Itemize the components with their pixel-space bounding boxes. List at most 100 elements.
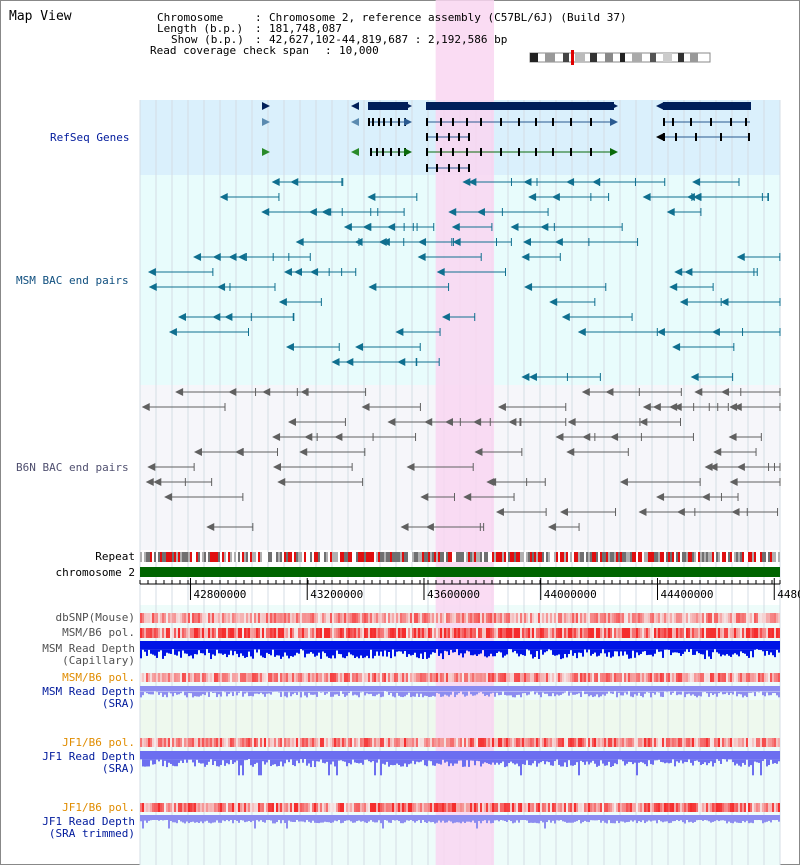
dbsnp-heat: [342, 613, 344, 623]
msm-b6-pol-heat: [766, 628, 768, 638]
msm-b6-pol-heat: [140, 628, 142, 638]
msm-b6-pol-sra-heat: [478, 673, 480, 682]
dbsnp-heat: [364, 613, 366, 623]
msm-b6-pol-sra-heat: [290, 673, 292, 682]
read-depth-bar: [416, 691, 418, 694]
read-depth-bar: [548, 819, 550, 821]
jf1-b6-pol-trimmed-heat: [298, 803, 300, 812]
read-depth-bar: [334, 691, 336, 695]
read-depth-bar: [578, 759, 580, 776]
repeat-segment: [224, 552, 226, 562]
msm-b6-pol-sra-heat: [602, 673, 604, 682]
msm-b6-pol-heat: [316, 628, 318, 638]
track-label-refseq-genes[interactable]: RefSeq Genes: [50, 131, 130, 144]
read-depth-bar: [684, 819, 686, 824]
msm-b6-pol-sra-heat: [580, 673, 582, 682]
msm-b6-pol-heat: [150, 628, 152, 638]
jf1-b6-pol-trimmed-heat: [778, 803, 780, 812]
repeat-segment: [482, 552, 484, 562]
msm-b6-pol-heat: [690, 628, 692, 638]
msm-b6-pol-sra-heat: [536, 673, 538, 682]
jf1-b6-pol-heat: [478, 738, 480, 747]
read-depth-bar: [484, 649, 486, 657]
read-depth-bar: [430, 819, 432, 823]
dbsnp-heat: [320, 613, 322, 623]
msm-b6-pol-sra-heat: [214, 673, 216, 682]
msm-b6-pol-sra-heat: [724, 673, 726, 682]
jf1-b6-pol-heat: [218, 738, 220, 747]
jf1-b6-pol-trimmed-heat: [392, 803, 394, 812]
read-depth-bar: [618, 649, 620, 657]
read-depth-bar: [622, 649, 624, 656]
ruler-tick-label: 44800000: [777, 588, 800, 601]
dbsnp-heat: [366, 613, 368, 623]
read-depth-bar: [322, 819, 324, 823]
msm-b6-pol-heat: [386, 628, 388, 638]
jf1-b6-pol-heat: [146, 738, 148, 747]
repeat-segment: [356, 552, 358, 562]
msm-b6-pol-sra-heat: [686, 673, 688, 682]
repeat-segment: [442, 552, 444, 562]
msm-b6-pol-heat: [292, 628, 294, 638]
msm-b6-pol-heat: [368, 628, 370, 638]
jf1-b6-pol-heat: [698, 738, 700, 747]
msm-b6-pol-sra-heat: [528, 673, 530, 682]
read-depth-bar: [762, 819, 764, 824]
read-depth-bar: [562, 691, 564, 694]
msm-b6-pol-sra-heat: [142, 673, 144, 682]
msm-b6-pol-heat: [456, 628, 458, 638]
jf1-b6-pol-heat: [594, 738, 596, 747]
gene-arrow: [610, 118, 618, 126]
jf1-b6-pol-trimmed-heat: [236, 803, 238, 812]
track-label-msm-bac[interactable]: MSM BAC end pairs: [16, 274, 129, 287]
dbsnp-heat: [430, 613, 432, 623]
dbsnp-heat: [656, 613, 658, 623]
msm-b6-pol-heat: [398, 628, 400, 638]
track-label-b6n-bac[interactable]: B6N BAC end pairs: [16, 461, 129, 474]
msm-b6-pol-sra-heat: [524, 673, 526, 682]
jf1-b6-pol-heat: [692, 738, 694, 747]
msm-b6-pol-sra-heat: [192, 673, 194, 682]
jf1-b6-pol-trimmed-heat: [186, 803, 188, 812]
read-depth-bar: [288, 759, 290, 763]
jf1-b6-pol-trimmed-heat: [338, 803, 340, 812]
dbsnp-heat: [352, 613, 354, 623]
read-depth-bar: [156, 691, 158, 693]
read-depth-bar: [524, 649, 526, 656]
jf1-b6-pol-heat: [660, 738, 662, 747]
track-label-repeat: Repeat: [95, 550, 135, 563]
jf1-b6-pol-heat: [186, 738, 188, 747]
read-depth-bar: [736, 649, 738, 655]
bac-end-marker: [271, 178, 280, 186]
read-depth-bar: [290, 691, 292, 697]
msm-b6-pol-heat: [412, 628, 414, 638]
read-depth-bar: [426, 649, 428, 659]
read-depth-bar: [310, 819, 312, 823]
dbsnp-heat: [756, 613, 758, 623]
read-depth-bar: [662, 819, 664, 823]
read-depth-bar: [502, 819, 504, 821]
jf1-b6-pol-heat: [334, 738, 336, 747]
read-depth-bar: [526, 819, 528, 821]
read-depth-bar: [648, 691, 650, 693]
msm-b6-pol-sra-heat: [342, 673, 344, 682]
msm-b6-pol-sra-heat: [730, 673, 732, 682]
msm-b6-pol-heat: [300, 628, 302, 638]
jf1-b6-pol-heat: [614, 738, 616, 747]
msm-b6-pol-sra-heat: [174, 673, 176, 682]
repeat-segment: [496, 552, 498, 562]
repeat-segment: [754, 552, 756, 562]
bac-end-marker: [448, 208, 457, 216]
repeat-segment: [572, 552, 574, 562]
read-depth-bar: [314, 819, 316, 823]
read-depth-bar: [462, 691, 464, 695]
read-depth-bar: [482, 691, 484, 694]
msm-b6-pol-heat: [426, 628, 428, 638]
jf1-b6-pol-trimmed-heat: [686, 803, 688, 812]
read-depth-bar: [552, 819, 554, 821]
jf1-b6-pol-trimmed-heat: [314, 803, 316, 812]
repeat-segment: [316, 552, 318, 562]
dbsnp-heat: [256, 613, 258, 623]
jf1-b6-pol-heat: [274, 738, 276, 747]
